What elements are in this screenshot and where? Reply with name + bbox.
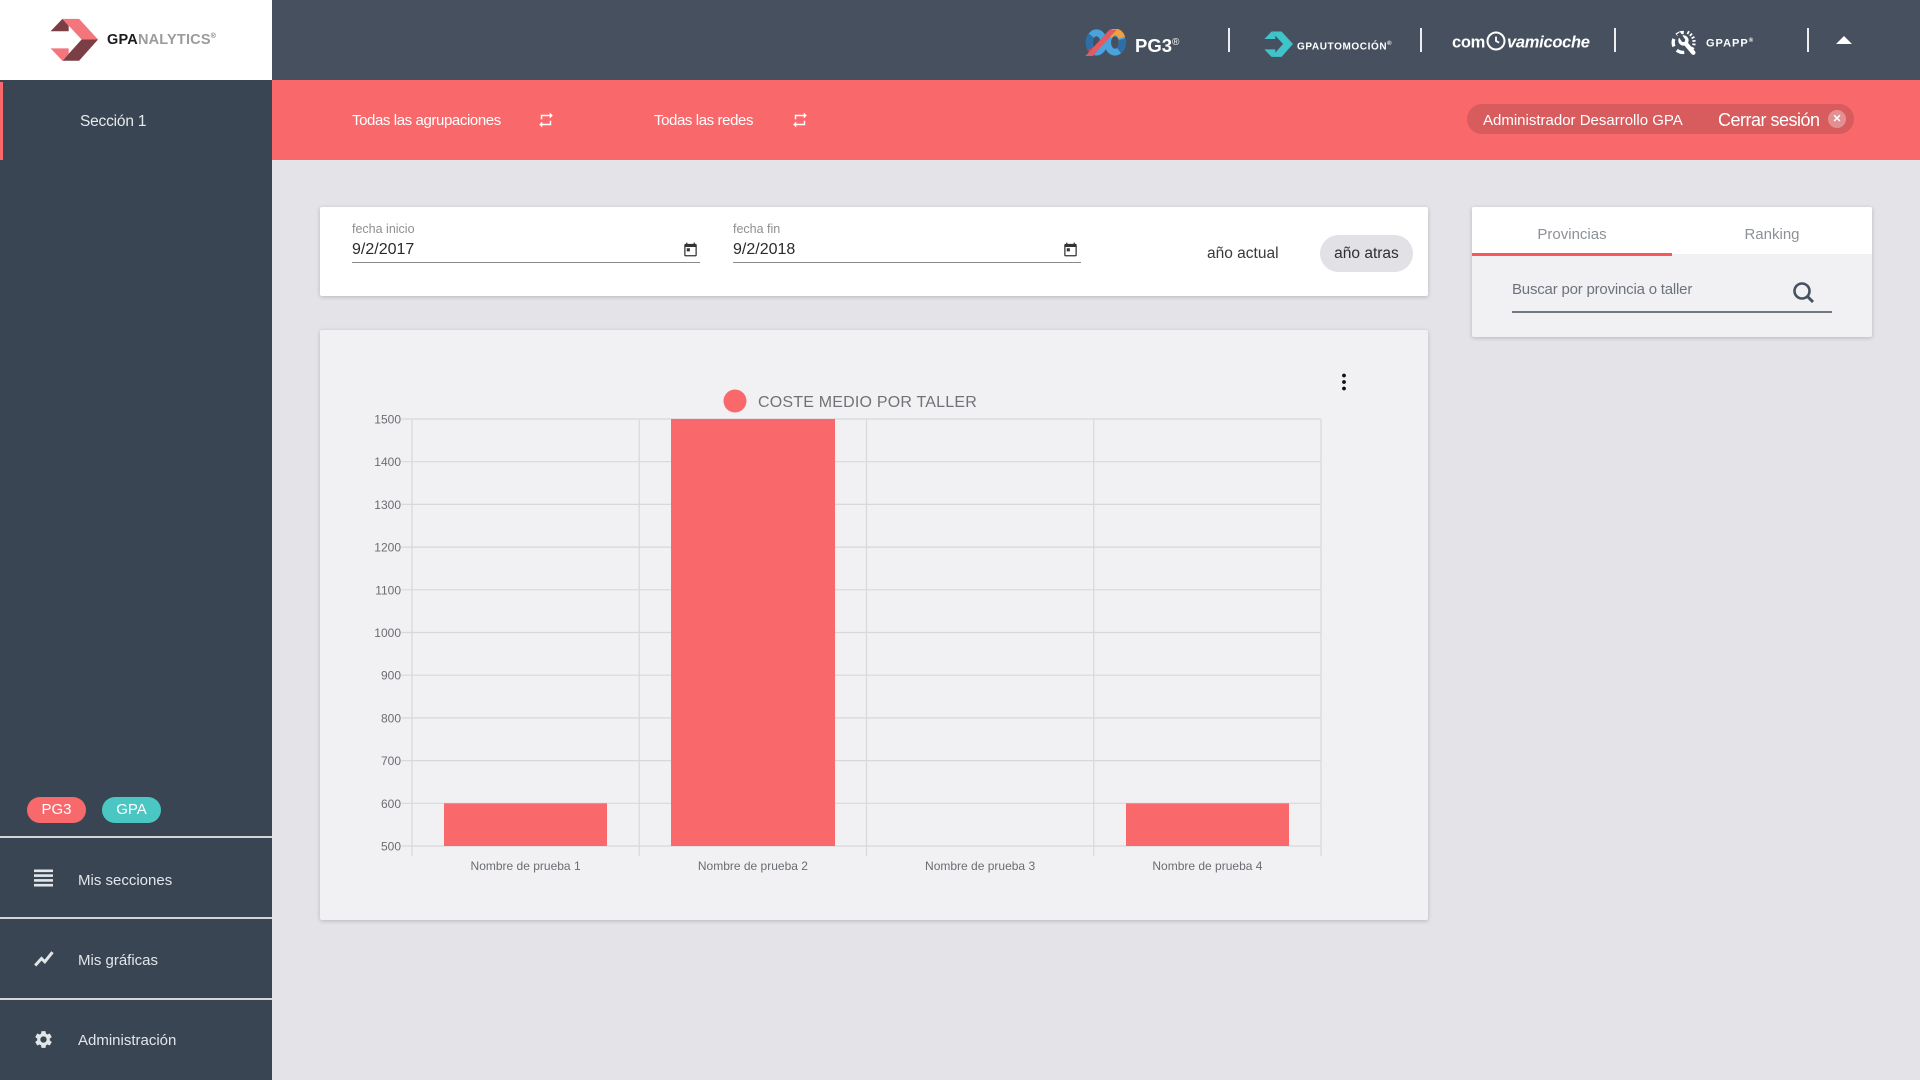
- svg-text:700: 700: [381, 754, 401, 768]
- svg-text:COSTE MEDIO POR TALLER: COSTE MEDIO POR TALLER: [758, 394, 977, 411]
- svg-text:Nombre de prueba 2: Nombre de prueba 2: [698, 859, 808, 873]
- svg-text:Nombre de prueba 1: Nombre de prueba 1: [471, 859, 581, 873]
- svg-text:1300: 1300: [374, 498, 401, 512]
- svg-text:Nombre de prueba 4: Nombre de prueba 4: [1152, 859, 1262, 873]
- svg-text:800: 800: [381, 711, 401, 725]
- svg-text:900: 900: [381, 669, 401, 683]
- svg-text:Nombre de prueba 3: Nombre de prueba 3: [925, 859, 1035, 873]
- svg-text:1200: 1200: [374, 541, 401, 555]
- svg-text:600: 600: [381, 797, 401, 811]
- svg-text:1000: 1000: [374, 626, 401, 640]
- svg-text:500: 500: [381, 840, 401, 854]
- svg-text:1500: 1500: [374, 413, 401, 427]
- svg-text:1400: 1400: [374, 455, 401, 469]
- svg-text:1100: 1100: [375, 583, 401, 597]
